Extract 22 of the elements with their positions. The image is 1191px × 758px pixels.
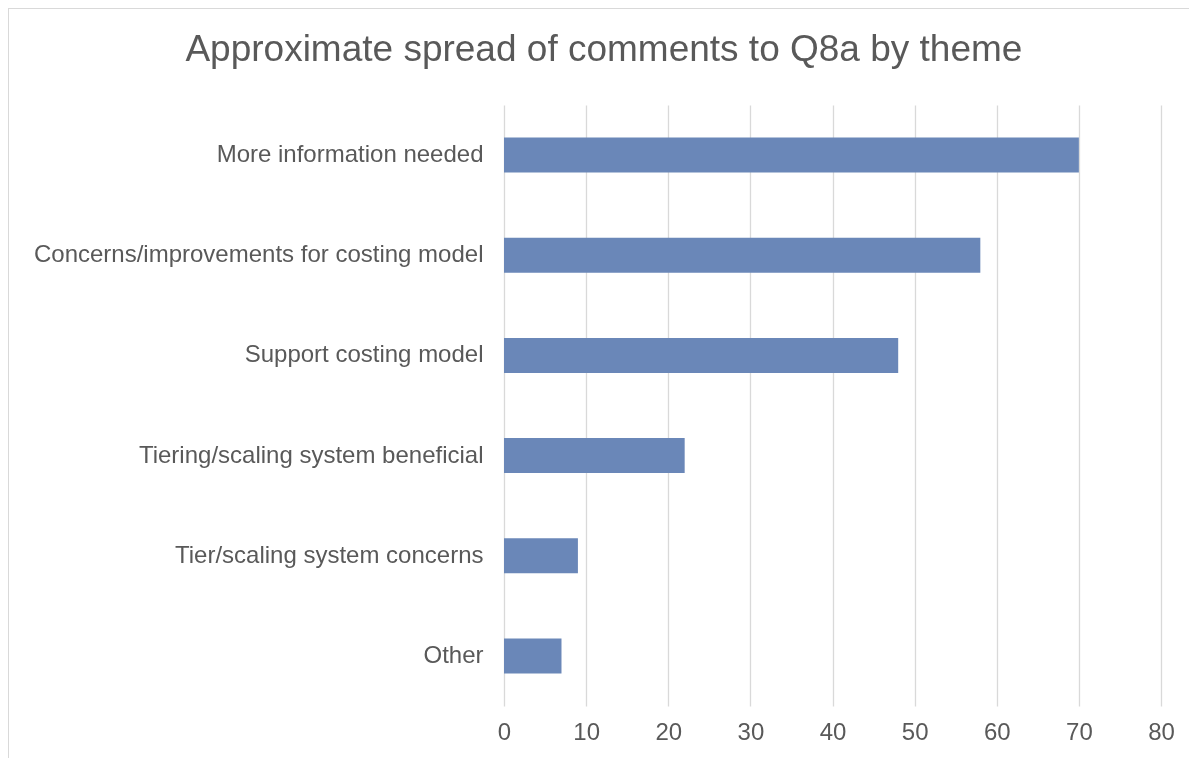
bar: [504, 438, 685, 474]
x-tick-label: 20: [655, 717, 683, 745]
x-tick-label: 30: [737, 717, 765, 745]
x-tick-label: 0: [497, 717, 512, 745]
y-tick-label: Tiering/scaling system beneficial: [138, 440, 484, 468]
chart-title: Approximate spread of comments to Q8a by theme: [185, 28, 1023, 69]
y-tick-label: Tier/scaling system concerns: [174, 540, 484, 568]
bar: [504, 337, 899, 373]
bar: [504, 638, 562, 674]
bar: [504, 538, 578, 574]
y-tick-label: More information needed: [216, 140, 484, 168]
y-tick-label: Support costing model: [244, 340, 484, 368]
bar: [504, 237, 981, 273]
x-tick-label: 50: [901, 717, 929, 745]
x-tick-label: 40: [819, 717, 847, 745]
x-tick-label: 70: [1066, 717, 1093, 745]
x-tick-label: 10: [573, 717, 600, 745]
y-tick-label: Concerns/improvements for costing model: [33, 240, 484, 268]
x-tick-label: 60: [983, 717, 1011, 745]
y-tick-label: Other: [423, 640, 484, 668]
bar: [504, 137, 1079, 173]
x-tick-label: 80: [1148, 717, 1175, 745]
